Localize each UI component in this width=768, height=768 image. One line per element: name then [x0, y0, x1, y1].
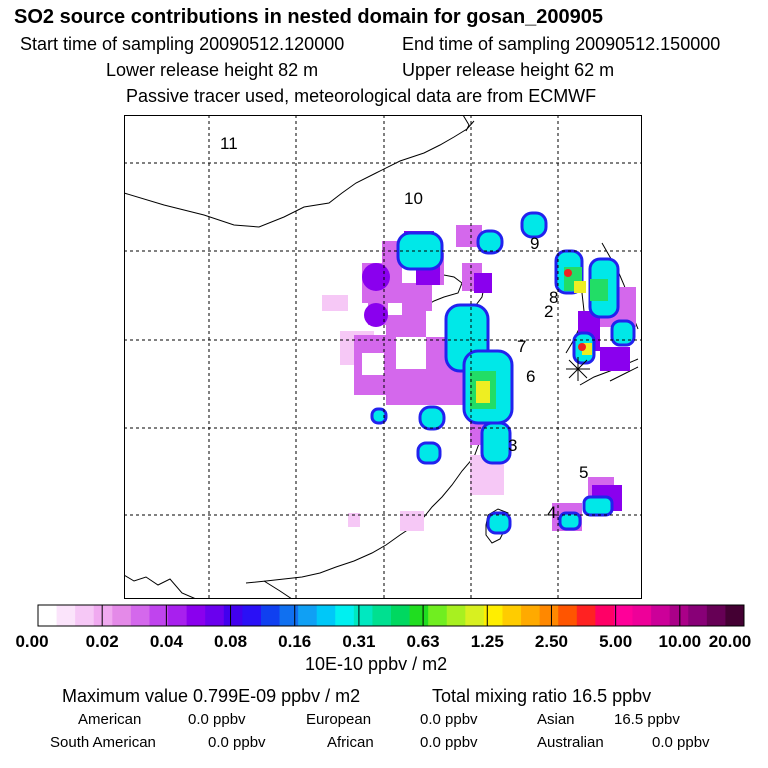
colorbar-cell: [428, 605, 448, 626]
region-label-9: 9: [530, 234, 539, 253]
end-time-label: End time of sampling 20090512.150000: [402, 34, 721, 54]
colorbar-cell: [335, 605, 355, 626]
region-label-8: 8: [549, 288, 558, 307]
chart-title: SO2 source contributions in nested domai…: [14, 6, 604, 28]
map-panel: 11 10 9 8 2 7 6 3 5 4: [124, 115, 642, 599]
asian-value: 16.5 ppbv: [614, 711, 680, 728]
australian-label: Australian: [537, 734, 604, 751]
colorbar-tick-label: 0.16: [278, 632, 311, 651]
start-time-label: Start time of sampling 20090512.120000: [20, 34, 345, 54]
african-value: 0.0 ppbv: [420, 734, 478, 751]
colorbar-tick-label: 1.25: [471, 632, 504, 651]
colorbar-tick-label: 0.08: [214, 632, 247, 651]
south-american-value: 0.0 ppbv: [208, 734, 266, 751]
colorbar-tick-label: 0.63: [407, 632, 440, 651]
colorbar-cell: [149, 605, 169, 626]
colorbar-cell: [205, 605, 225, 626]
region-label-11: 11: [220, 134, 238, 153]
colorbar-tick-label: 20.00: [709, 632, 752, 651]
colorbar-tick-label: 0.00: [15, 632, 48, 651]
colorbar-cell: [539, 605, 559, 626]
region-label-4: 4: [547, 503, 556, 522]
colorbar-cell: [93, 605, 113, 626]
colorbar-cell: [372, 605, 392, 626]
european-label: European: [306, 711, 372, 728]
colorbar-cell: [353, 605, 373, 626]
colorbar-cell: [632, 605, 652, 626]
colorbar-cell: [465, 605, 485, 626]
colorbar-cell: [521, 605, 541, 626]
region-label-6: 6: [526, 367, 535, 386]
colorbar-cell: [223, 605, 243, 626]
colorbar-tick-label: 0.02: [86, 632, 119, 651]
colorbar-cell: [260, 605, 281, 626]
colorbar-cell: [316, 605, 336, 626]
lower-release-label: Lower release height 82 m: [106, 60, 319, 80]
colorbar-cell: [75, 605, 95, 626]
upper-release-label: Upper release height 62 m: [402, 60, 615, 80]
colorbar-cell: [186, 605, 206, 626]
colorbar-cell: [502, 605, 522, 626]
region-label-5: 5: [579, 463, 588, 482]
max-value: Maximum value 0.799E-09 ppbv / m2: [62, 686, 361, 706]
colorbar-cell: [725, 605, 745, 626]
total-mixing-ratio: Total mixing ratio 16.5 ppbv: [432, 686, 652, 706]
colorbar-cell: [688, 605, 708, 626]
colorbar-cell: [483, 605, 503, 626]
colorbar-cell: [651, 605, 671, 626]
colorbar-cell: [38, 605, 58, 626]
colorbar-tick-label: 10.00: [659, 632, 702, 651]
colorbar-cell: [391, 605, 411, 626]
concentration-field: [322, 211, 636, 535]
colorbar-cell: [130, 605, 150, 626]
colorbar-cell: [446, 605, 466, 626]
colorbar-cell: [576, 605, 596, 626]
american-value: 0.0 ppbv: [188, 711, 246, 728]
australian-value: 0.0 ppbv: [652, 734, 710, 751]
colorbar-tick-label: 0.31: [342, 632, 375, 651]
colorbar-cell: [409, 605, 429, 626]
colorbar-cell: [56, 605, 76, 626]
colorbar-cell: [298, 605, 318, 626]
african-label: African: [327, 734, 374, 751]
lat-lon-grid: [124, 115, 642, 599]
colorbar-tick-label: 5.00: [599, 632, 632, 651]
region-label-2: 2: [544, 302, 553, 321]
region-label-7: 7: [517, 337, 526, 356]
colorbar-cell: [669, 605, 689, 626]
colorbar-cell: [168, 605, 188, 626]
receptor-marker: [566, 357, 590, 381]
asian-label: Asian: [537, 711, 575, 728]
tracer-note: Passive tracer used, meteorological data…: [126, 86, 597, 106]
colorbar-cell: [242, 605, 262, 626]
colorbar-tick-label: 0.04: [150, 632, 184, 651]
american-label: American: [78, 711, 142, 728]
colorbar-cell: [595, 605, 615, 626]
map-frame: [124, 115, 642, 599]
region-label-3: 3: [508, 436, 517, 455]
region-label-10: 10: [404, 189, 423, 208]
south-american-label: South American: [50, 734, 156, 751]
colorbar-cell: [112, 605, 132, 626]
european-value: 0.0 ppbv: [420, 711, 478, 728]
colorbar-tick-label: 2.50: [535, 632, 568, 651]
colorbar-cell: [706, 605, 726, 626]
colorbar-cell: [613, 605, 634, 626]
colorbar-cell: [279, 605, 299, 626]
colorbar: 0.00 0.02 0.04 0.08 0.16 0.31 0.63 1.25 2.50 5.00…: [15, 604, 752, 651]
colorbar-unit: 10E-10 ppbv / m2: [305, 654, 448, 674]
colorbar-cell: [558, 605, 578, 626]
